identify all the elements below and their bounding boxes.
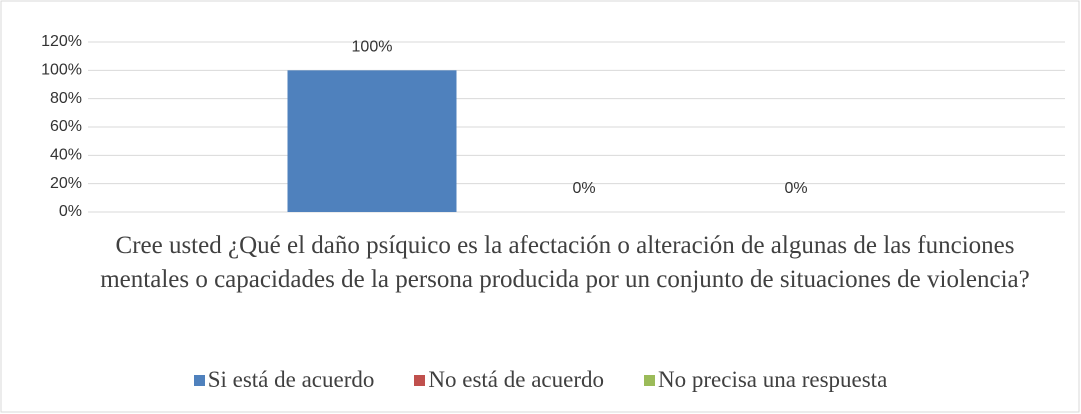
legend-label: No está de acuerdo	[428, 367, 605, 392]
legend-label: Si está de acuerdo	[207, 367, 375, 392]
y-tick-label: 80%	[50, 90, 82, 107]
legend-item: No está de acuerdo	[414, 367, 604, 393]
legend-item: No precisa una respuesta	[644, 367, 887, 393]
data-label: 0%	[784, 180, 807, 197]
legend: Si está de acuerdo No está de acuerdo No p…	[0, 367, 1081, 393]
data-label: 100%	[352, 39, 393, 56]
y-tick-label: 60%	[50, 118, 82, 135]
data-label: 0%	[572, 180, 595, 197]
bar	[287, 70, 457, 212]
legend-label: No precisa una respuesta	[658, 367, 888, 392]
legend-item: Si está de acuerdo	[193, 367, 375, 393]
y-tick-label: 40%	[50, 147, 82, 164]
legend-swatch	[193, 374, 205, 386]
y-tick-label: 20%	[50, 175, 82, 192]
y-tick-label: 0%	[59, 203, 82, 220]
legend-swatch	[644, 374, 656, 386]
y-tick-label: 100%	[41, 62, 82, 79]
y-tick-label: 120%	[41, 33, 82, 50]
x-axis-title: Cree usted ¿Qué el daño psíquico es la a…	[100, 232, 1030, 293]
legend-swatch	[414, 374, 426, 386]
